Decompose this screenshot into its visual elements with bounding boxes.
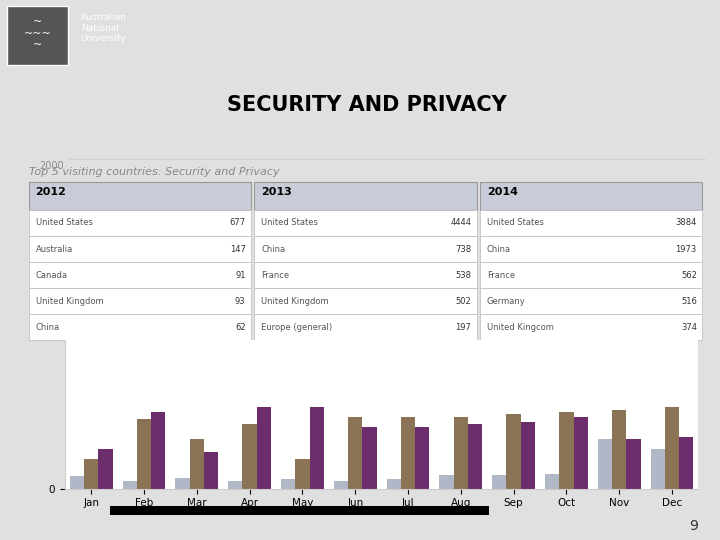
- Bar: [254, 182, 477, 210]
- Text: 2013: 2013: [261, 187, 292, 197]
- Text: 93: 93: [235, 296, 246, 306]
- Text: United Kingcom: United Kingcom: [487, 322, 554, 332]
- Text: 2000: 2000: [39, 161, 63, 171]
- Bar: [110, 505, 489, 515]
- Text: United Kingdom: United Kingdom: [35, 296, 103, 306]
- Bar: [362, 427, 377, 489]
- Bar: [99, 449, 112, 489]
- Bar: [29, 210, 251, 236]
- Bar: [651, 449, 665, 489]
- Text: 562: 562: [681, 271, 697, 280]
- Text: China: China: [487, 245, 511, 253]
- FancyBboxPatch shape: [7, 5, 68, 65]
- Text: 2012: 2012: [35, 187, 66, 197]
- Bar: [545, 474, 559, 489]
- Text: Australian
National
University: Australian National University: [81, 13, 127, 43]
- Bar: [29, 262, 251, 288]
- Bar: [122, 481, 137, 489]
- Bar: [574, 417, 588, 489]
- Bar: [189, 439, 204, 489]
- Bar: [506, 415, 521, 489]
- Bar: [454, 417, 468, 489]
- Text: 91: 91: [235, 271, 246, 280]
- Bar: [228, 481, 243, 489]
- Bar: [468, 424, 482, 489]
- Bar: [204, 451, 218, 489]
- Bar: [151, 412, 166, 489]
- Bar: [401, 417, 415, 489]
- Bar: [310, 407, 324, 489]
- Bar: [29, 288, 251, 314]
- Bar: [612, 409, 626, 489]
- Bar: [679, 437, 693, 489]
- Bar: [254, 236, 477, 262]
- Bar: [559, 412, 574, 489]
- Bar: [480, 262, 702, 288]
- Text: 502: 502: [456, 296, 471, 306]
- Text: 738: 738: [455, 245, 471, 253]
- Bar: [254, 262, 477, 288]
- Text: Germany: Germany: [487, 296, 526, 306]
- Text: 1973: 1973: [675, 245, 697, 253]
- Text: United States: United States: [261, 219, 318, 227]
- Text: China: China: [261, 245, 285, 253]
- Text: United Kingdom: United Kingdom: [261, 296, 329, 306]
- Text: 9: 9: [690, 519, 698, 533]
- Bar: [295, 459, 310, 489]
- Bar: [29, 236, 251, 262]
- Text: 677: 677: [230, 219, 246, 227]
- Bar: [254, 288, 477, 314]
- Text: SECURITY AND PRIVACY: SECURITY AND PRIVACY: [228, 95, 507, 115]
- Text: 3884: 3884: [675, 219, 697, 227]
- Bar: [480, 236, 702, 262]
- Bar: [257, 407, 271, 489]
- Bar: [480, 314, 702, 340]
- Bar: [254, 210, 477, 236]
- Text: 147: 147: [230, 245, 246, 253]
- Text: 2014: 2014: [487, 187, 518, 197]
- Text: Top 5 visiting countries: Security and Privacy: Top 5 visiting countries: Security and P…: [29, 167, 279, 177]
- Bar: [334, 481, 348, 489]
- Text: United States: United States: [35, 219, 92, 227]
- Text: Australia: Australia: [35, 245, 73, 253]
- Bar: [626, 439, 641, 489]
- Bar: [415, 427, 429, 489]
- Text: China: China: [35, 322, 60, 332]
- Bar: [387, 479, 401, 489]
- Bar: [480, 182, 702, 210]
- Bar: [137, 420, 151, 489]
- Bar: [70, 476, 84, 489]
- Bar: [492, 475, 506, 489]
- Text: 374: 374: [681, 322, 697, 332]
- Bar: [521, 422, 535, 489]
- Bar: [281, 479, 295, 489]
- Text: 197: 197: [455, 322, 471, 332]
- Bar: [665, 407, 679, 489]
- Bar: [598, 439, 612, 489]
- Bar: [439, 475, 454, 489]
- Text: 516: 516: [681, 296, 697, 306]
- Bar: [84, 459, 99, 489]
- Bar: [480, 210, 702, 236]
- Bar: [29, 182, 251, 210]
- Text: 62: 62: [235, 322, 246, 332]
- Text: 4444: 4444: [450, 219, 471, 227]
- Text: Canada: Canada: [35, 271, 68, 280]
- Text: ~
~~~
~: ~ ~~~ ~: [24, 17, 51, 50]
- Bar: [176, 477, 189, 489]
- Text: 538: 538: [455, 271, 471, 280]
- Bar: [29, 314, 251, 340]
- Bar: [254, 314, 477, 340]
- Bar: [480, 288, 702, 314]
- Text: United States: United States: [487, 219, 544, 227]
- Bar: [243, 424, 257, 489]
- Bar: [348, 417, 362, 489]
- Text: France: France: [487, 271, 515, 280]
- Text: France: France: [261, 271, 289, 280]
- Text: Europe (general): Europe (general): [261, 322, 333, 332]
